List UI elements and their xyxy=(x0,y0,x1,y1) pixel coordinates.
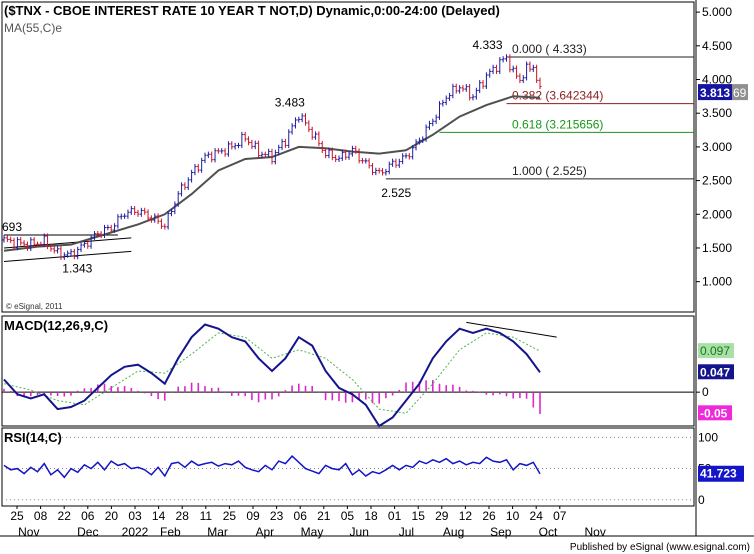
price-axis-tick-label: 2.000 xyxy=(702,207,732,221)
x-axis-day-label: 01 xyxy=(388,509,402,523)
x-axis-day-label: 06 xyxy=(81,509,95,523)
x-axis-day-label: 15 xyxy=(412,509,426,523)
price-trendline xyxy=(3,237,132,249)
x-axis-month-label: May xyxy=(301,525,324,539)
macd-trendline xyxy=(466,321,557,338)
rsi-axis-label: 100 xyxy=(698,430,718,444)
x-axis-month-label: Oct xyxy=(539,525,558,539)
macd-value: 0.047 xyxy=(700,365,730,379)
x-axis-day-label: 28 xyxy=(176,509,190,523)
x-axis-month-label: Nov xyxy=(18,525,39,539)
last-price-label: 3.813 xyxy=(700,86,730,100)
x-axis-month-label: Nov xyxy=(585,525,606,539)
price-axis-tick-label: 3.500 xyxy=(702,106,732,120)
x-axis-month-label: 2022 xyxy=(122,525,149,539)
price-annotation: 3.483 xyxy=(275,95,305,109)
x-axis-day-label: 14 xyxy=(152,509,166,523)
price-annotation: 1.343 xyxy=(62,262,92,276)
footer-credit: Published by eSignal (www.esignal.com) xyxy=(570,542,750,553)
x-axis-day-label: 29 xyxy=(435,509,449,523)
x-axis-day-label: 23 xyxy=(270,509,284,523)
chart-title: ($TNX - CBOE INTEREST RATE 10 YEAR T NOT… xyxy=(4,3,500,18)
fib-level-label: 0.000 ( 4.333) xyxy=(512,42,587,56)
x-axis-day-label: 21 xyxy=(317,509,331,523)
copyright: © eSignal, 2011 xyxy=(6,302,63,311)
x-axis-day-label: 06 xyxy=(294,509,308,523)
x-axis-day-label: 05 xyxy=(341,509,355,523)
x-axis-day-label: 26 xyxy=(482,509,496,523)
price-axis-tick-label: 1.000 xyxy=(702,275,732,289)
fib-level-label: 0.382 (3.642344) xyxy=(512,89,603,103)
last-price-box xyxy=(698,84,732,101)
x-axis-day-label: 25 xyxy=(223,509,237,523)
price-axis-tick-label: 2.500 xyxy=(702,174,732,188)
x-axis-month-label: Jun xyxy=(350,525,369,539)
x-axis-month-label: Dec xyxy=(77,525,98,539)
x-axis-day-label: 12 xyxy=(459,509,473,523)
x-axis-day-label: 10 xyxy=(506,509,520,523)
rsi-title: RSI(14,C) xyxy=(4,430,62,445)
macd-title: MACD(12,26,9,C) xyxy=(4,318,108,333)
last-price-suffix-box xyxy=(732,84,748,101)
price-axis-tick-label: 1.500 xyxy=(702,241,732,255)
price-axis-tick-label: 3.000 xyxy=(702,140,732,154)
macd-hist-value: -0.05 xyxy=(700,406,728,420)
price-annotation: 2.525 xyxy=(381,186,411,200)
x-axis-day-label: 08 xyxy=(34,509,48,523)
price-annotation: 4.333 xyxy=(473,38,503,52)
price-axis-tick-label: 4.000 xyxy=(702,73,732,87)
rsi-value-box xyxy=(698,465,744,482)
x-axis-month-label: Sep xyxy=(490,525,512,539)
rsi-value: 41.723 xyxy=(700,467,737,481)
macd-line xyxy=(3,323,541,428)
price-axis-tick-label: 4.500 xyxy=(702,39,732,53)
x-axis-day-label: 24 xyxy=(530,509,544,523)
macd-signal-value: 0.097 xyxy=(700,344,730,358)
ma-legend: MA(55,C)e xyxy=(4,21,62,35)
x-axis-month-label: Mar xyxy=(207,525,228,539)
x-axis-day-label: 11 xyxy=(200,509,213,523)
macd-hist-value-box xyxy=(698,405,732,421)
macd-signal-value-box xyxy=(698,343,734,359)
x-axis-day-label: 25 xyxy=(10,509,24,523)
macd-signal-line xyxy=(3,332,541,414)
rsi-line xyxy=(3,455,541,479)
rsi-axis-label: 0 xyxy=(698,493,705,507)
macd-value-box xyxy=(698,364,734,380)
x-axis-month-label: Jul xyxy=(399,525,414,539)
x-axis-day-label: 03 xyxy=(128,509,142,523)
price-axis-tick-label: 5.000 xyxy=(702,5,732,19)
x-axis-day-label: 20 xyxy=(105,509,119,523)
x-axis-month-label: Apr xyxy=(255,525,274,539)
x-axis-day-label: 07 xyxy=(553,509,567,523)
x-axis-day-label: 22 xyxy=(58,509,72,523)
price-annotation: 693 xyxy=(2,220,22,234)
ma-line xyxy=(3,95,541,252)
x-axis-month-label: Aug xyxy=(443,525,464,539)
x-axis-day-label: 18 xyxy=(364,509,378,523)
macd-zero-label: 0 xyxy=(702,385,709,399)
last-price-suffix: 69 xyxy=(733,86,747,100)
fib-level-label: 1.000 ( 2.525) xyxy=(512,164,587,178)
fib-level-label: 0.618 (3.215656) xyxy=(512,117,603,131)
x-axis-day-label: 09 xyxy=(246,509,260,523)
x-axis-month-label: Feb xyxy=(160,525,181,539)
